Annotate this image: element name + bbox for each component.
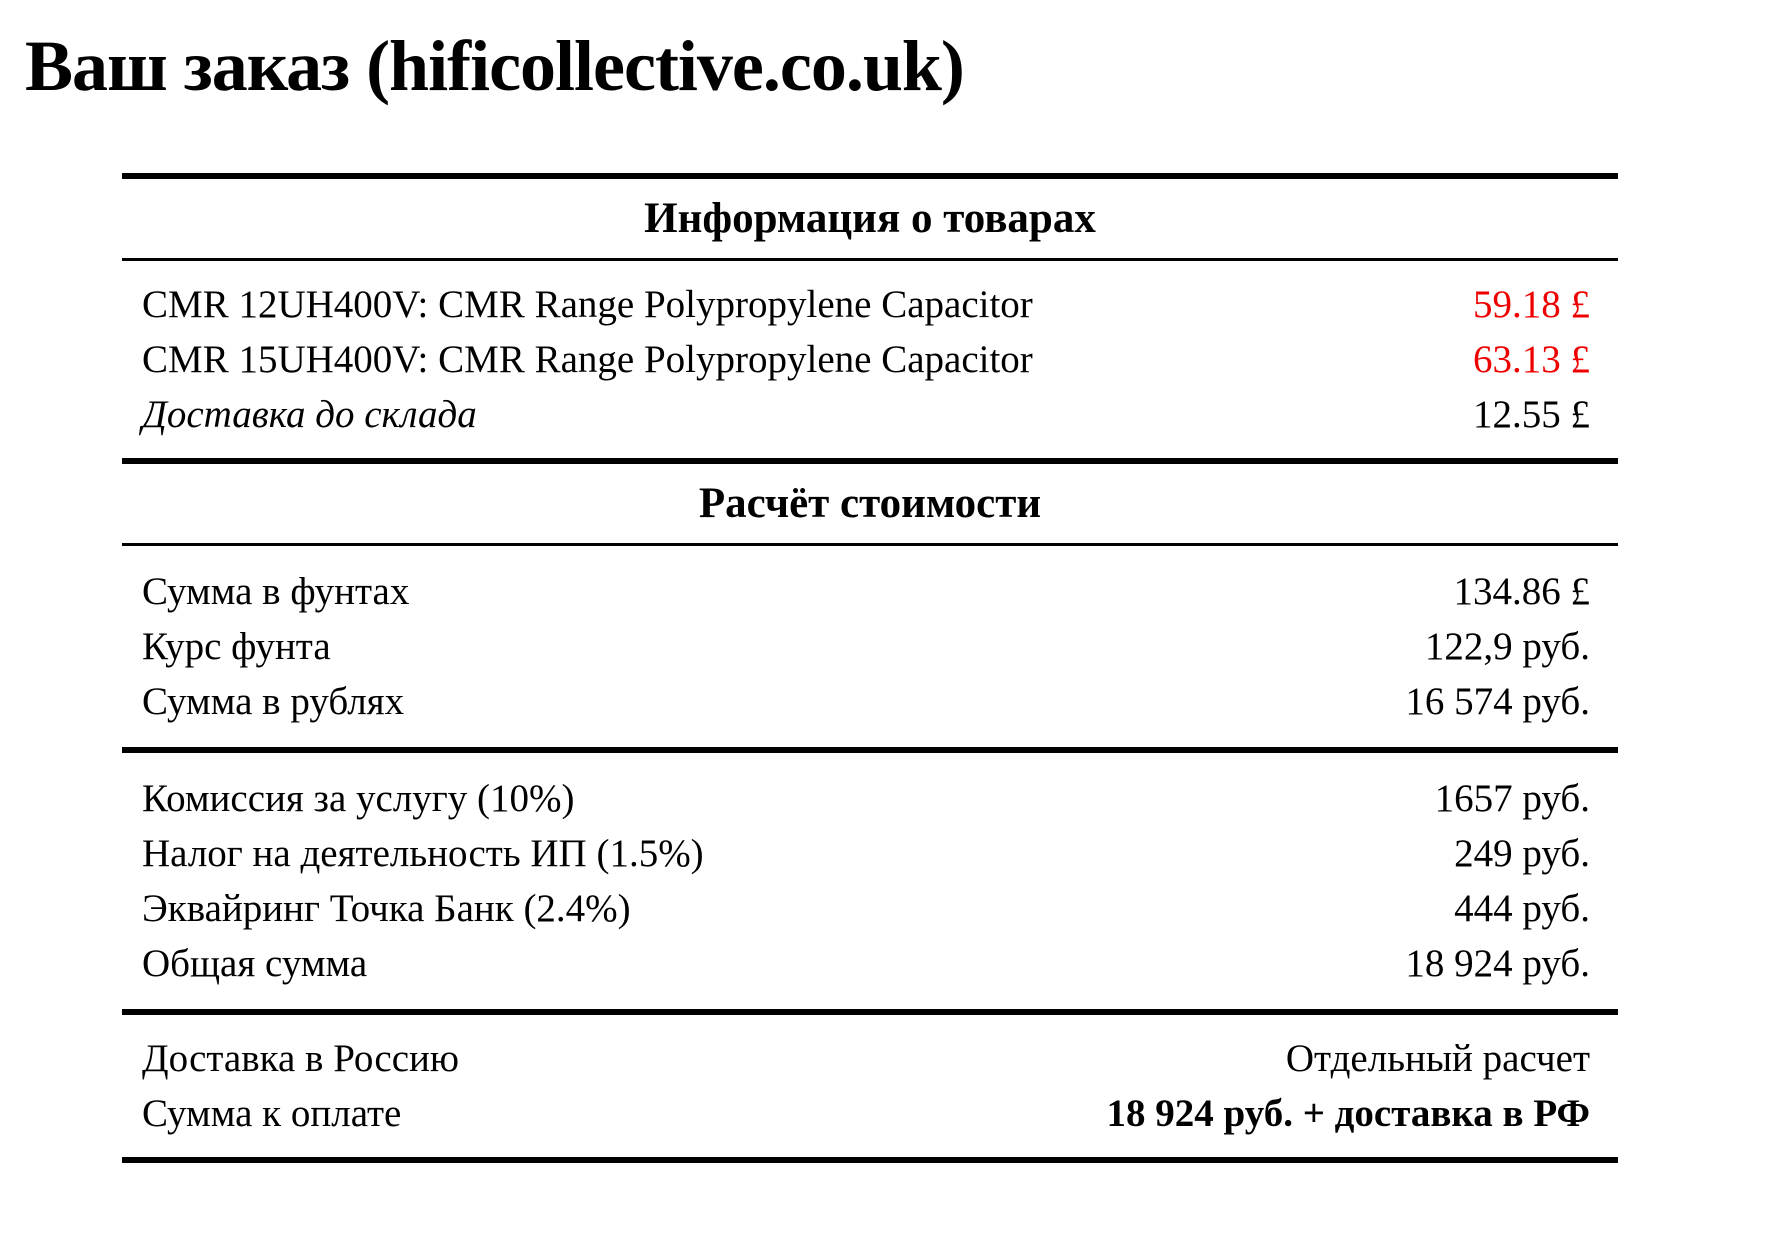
table-row-exchange-rate: Курс фунта 122,9 руб. [122, 619, 1618, 674]
table-row-grand-total: Общая сумма 18 924 руб. [122, 936, 1618, 991]
rule-top [122, 173, 1618, 179]
table-row-service-fee: Комиссия за услугу (10%) 1657 руб. [122, 771, 1618, 826]
order-table: Информация о товарах CMR 12UH400V: CMR R… [122, 173, 1618, 1163]
row-label: Комиссия за услугу (10%) [142, 777, 575, 820]
table-row-amount-due: Сумма к оплате 18 924 руб. + доставка в … [122, 1086, 1618, 1141]
row-value: 16 574 руб. [1405, 680, 1590, 723]
table-row-warehouse-shipping: Доставка до склада 12.55 £ [122, 387, 1618, 442]
row-value: 444 руб. [1454, 887, 1590, 930]
row-label: Общая сумма [142, 942, 368, 985]
table-row-product-1: CMR 12UH400V: CMR Range Polypropylene Ca… [122, 277, 1618, 332]
row-label: Доставка в Россию [142, 1037, 460, 1080]
section-header-calculation: Расчёт стоимости [698, 480, 1042, 527]
table-row-sum-pounds: Сумма в фунтах 134.86 £ [122, 564, 1618, 619]
section-header-products: Информация о товарах [644, 195, 1096, 242]
document-page: Ваш заказ (hificollective.co.uk) Информа… [0, 30, 1775, 1250]
rule-fees-end [122, 1009, 1618, 1015]
row-value: Отдельный расчет [1285, 1037, 1590, 1080]
product-price: 59.18 £ [1473, 283, 1590, 326]
product-label: CMR 15UH400V: CMR Range Polypropylene Ca… [142, 338, 1033, 381]
product-label: CMR 12UH400V: CMR Range Polypropylene Ca… [142, 283, 1033, 326]
table-row-tax: Налог на деятельность ИП (1.5%) 249 руб. [122, 826, 1618, 881]
row-value: 1657 руб. [1434, 777, 1590, 820]
row-label: Налог на деятельность ИП (1.5%) [142, 832, 704, 875]
table-row-sum-rubles: Сумма в рублях 16 574 руб. [122, 674, 1618, 729]
fees-group: Комиссия за услугу (10%) 1657 руб. Налог… [122, 753, 1618, 1009]
row-label: Сумма к оплате [142, 1092, 402, 1135]
row-value: 249 руб. [1454, 832, 1590, 875]
row-value: 122,9 руб. [1424, 625, 1590, 668]
rule-products-end [122, 458, 1618, 464]
row-label: Курс фунта [142, 625, 331, 668]
table-row-acquiring: Эквайринг Точка Банк (2.4%) 444 руб. [122, 881, 1618, 936]
product-price: 63.13 £ [1473, 338, 1590, 381]
shipping-label: Доставка до склада [142, 393, 477, 436]
rule-subtotal-end [122, 747, 1618, 753]
rule-bottom [122, 1157, 1618, 1163]
rule-under-calculation-header [122, 543, 1618, 546]
row-value: 18 924 руб. [1405, 942, 1590, 985]
shipping-price: 12.55 £ [1473, 393, 1590, 436]
rule-under-products-header [122, 258, 1618, 261]
table-row-product-2: CMR 15UH400V: CMR Range Polypropylene Ca… [122, 332, 1618, 387]
row-label: Сумма в фунтах [142, 570, 410, 613]
row-value: 134.86 £ [1453, 570, 1591, 613]
table-row-russia-shipping: Доставка в Россию Отдельный расчет [122, 1031, 1618, 1086]
products-group: CMR 12UH400V: CMR Range Polypropylene Ca… [122, 261, 1618, 458]
row-label: Эквайринг Точка Банк (2.4%) [142, 887, 631, 930]
total-group: Доставка в Россию Отдельный расчет Сумма… [122, 1015, 1618, 1157]
row-label: Сумма в рублях [142, 680, 405, 723]
page-title: Ваш заказ (hificollective.co.uk) [25, 26, 965, 106]
subtotal-group: Сумма в фунтах 134.86 £ Курс фунта 122,9… [122, 546, 1618, 747]
row-value-amount-due: 18 924 руб. + доставка в РФ [1106, 1092, 1590, 1135]
